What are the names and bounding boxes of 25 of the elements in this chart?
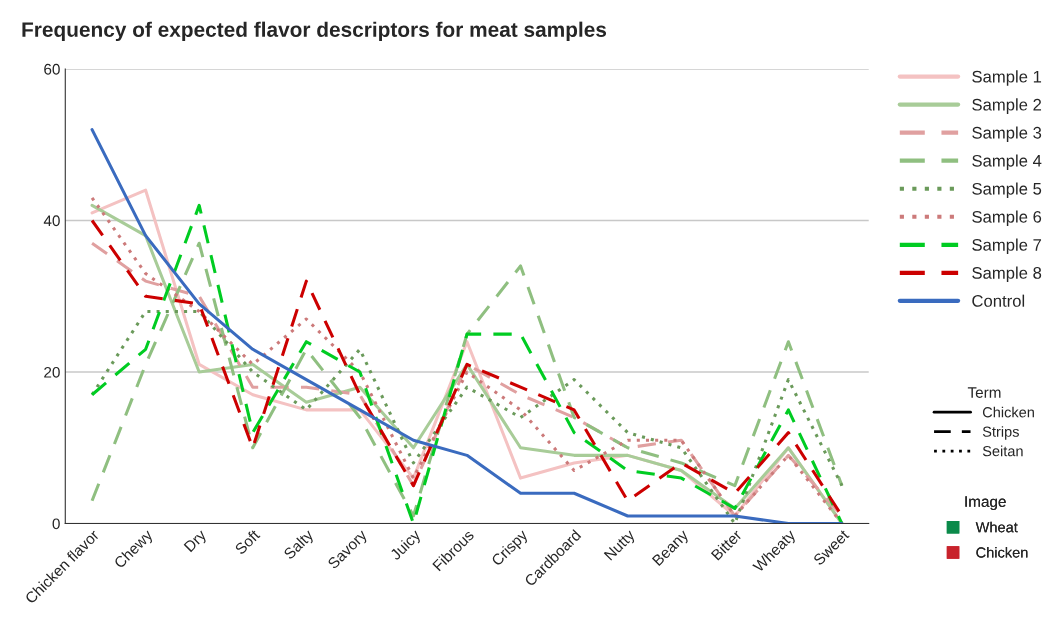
y-tick-label: 60 xyxy=(44,63,60,75)
y-tick-label: 0 xyxy=(52,518,60,530)
legend-label: Sample 5 xyxy=(972,182,1042,199)
legend-label: Sample 3 xyxy=(972,126,1042,142)
text: Strips xyxy=(982,426,1019,440)
text: Wheat xyxy=(975,521,1018,533)
legend-label: Sample 4 xyxy=(972,154,1042,170)
line-series xyxy=(90,128,844,524)
line-series xyxy=(90,309,844,524)
text: Term xyxy=(967,387,1001,398)
x-tick-label: Soft xyxy=(234,528,261,556)
legend-label: Sample 8 xyxy=(972,266,1042,283)
text: Chicken xyxy=(976,546,1028,558)
text: Image xyxy=(965,496,1006,510)
x-tick-label: Dry xyxy=(183,528,210,555)
text: Seitan xyxy=(982,445,1023,457)
text: Chicken xyxy=(982,406,1034,418)
chart-title: Frequency of expected flavor descriptors for meat samples xyxy=(22,21,607,42)
y-tick-label: 20 xyxy=(44,366,60,378)
legend-label: Sample 7 xyxy=(972,238,1042,255)
legend-label: Sample 1 xyxy=(972,70,1042,86)
legend-label: Sample 6 xyxy=(972,210,1042,227)
legend-label: Control xyxy=(972,294,1025,307)
y-tick-label: 40 xyxy=(43,215,60,227)
legend-label: Sample 2 xyxy=(972,98,1042,114)
